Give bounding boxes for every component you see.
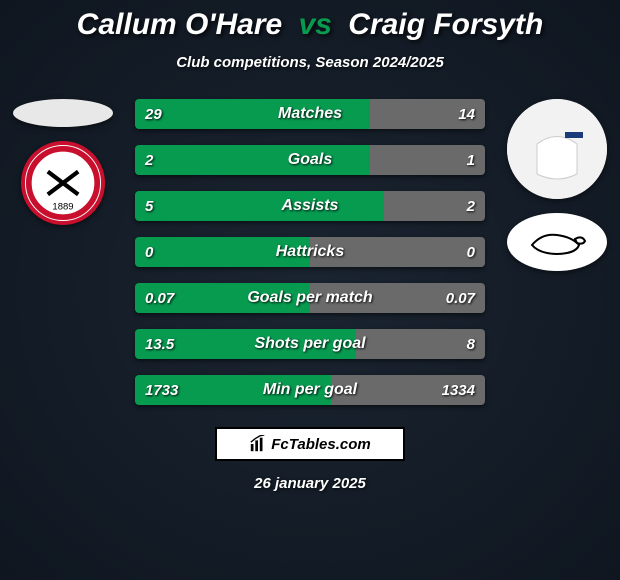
stat-left-value: 2 bbox=[145, 152, 153, 169]
stat-right-value: 14 bbox=[458, 106, 475, 123]
stat-left-value: 1733 bbox=[145, 382, 178, 399]
stats-list: 2914Matches21Goals52Assists00Hattricks0.… bbox=[135, 99, 485, 405]
sheffield-crest-icon: 1889 bbox=[25, 145, 101, 221]
stat-left-value: 13.5 bbox=[145, 336, 174, 353]
stat-left-value: 0.07 bbox=[145, 290, 174, 307]
left-side: 1889 bbox=[8, 99, 118, 225]
comparison-panel: 1889 2914Matches21Goals52Assists00Hattri… bbox=[0, 99, 620, 405]
stat-left-bar: 0.07 bbox=[135, 283, 310, 313]
stat-row: 13.58Shots per goal bbox=[135, 329, 485, 359]
branding-text: FcTables.com bbox=[271, 436, 370, 453]
stat-left-bar: 0 bbox=[135, 237, 310, 267]
subtitle: Club competitions, Season 2024/2025 bbox=[0, 54, 620, 71]
stat-right-bar: 0 bbox=[310, 237, 485, 267]
stat-row: 00Hattricks bbox=[135, 237, 485, 267]
stat-left-value: 0 bbox=[145, 244, 153, 261]
branding-badge: FcTables.com bbox=[215, 427, 405, 461]
page-title: Callum O'Hare vs Craig Forsyth bbox=[0, 0, 620, 42]
stat-right-value: 0.07 bbox=[446, 290, 475, 307]
stat-row: 0.070.07Goals per match bbox=[135, 283, 485, 313]
svg-text:1889: 1889 bbox=[52, 202, 73, 213]
team-left-logo: 1889 bbox=[21, 141, 105, 225]
stat-left-bar: 2 bbox=[135, 145, 370, 175]
stat-right-bar: 0.07 bbox=[310, 283, 485, 313]
stat-right-bar: 8 bbox=[356, 329, 486, 359]
stat-row: 17331334Min per goal bbox=[135, 375, 485, 405]
stat-right-value: 2 bbox=[467, 198, 475, 215]
stat-row: 2914Matches bbox=[135, 99, 485, 129]
stat-row: 21Goals bbox=[135, 145, 485, 175]
right-side bbox=[502, 99, 612, 271]
stat-right-value: 8 bbox=[467, 336, 475, 353]
stat-right-bar: 2 bbox=[384, 191, 486, 221]
stat-left-value: 5 bbox=[145, 198, 153, 215]
stat-left-bar: 29 bbox=[135, 99, 370, 129]
player2-avatar bbox=[507, 99, 607, 199]
stat-right-value: 1 bbox=[467, 152, 475, 169]
derby-ram-icon bbox=[507, 213, 607, 271]
stat-right-value: 1334 bbox=[442, 382, 475, 399]
stat-right-bar: 1334 bbox=[331, 375, 485, 405]
stat-left-bar: 13.5 bbox=[135, 329, 356, 359]
chart-icon bbox=[249, 435, 267, 453]
player2-name: Craig Forsyth bbox=[348, 8, 543, 41]
stat-right-bar: 14 bbox=[370, 99, 486, 129]
date-label: 26 january 2025 bbox=[0, 475, 620, 492]
vs-label: vs bbox=[299, 8, 332, 41]
stat-right-bar: 1 bbox=[370, 145, 486, 175]
stat-right-value: 0 bbox=[467, 244, 475, 261]
stat-left-bar: 5 bbox=[135, 191, 384, 221]
team-right-logo bbox=[507, 213, 607, 271]
player1-name: Callum O'Hare bbox=[77, 8, 283, 41]
stat-left-value: 29 bbox=[145, 106, 162, 123]
player1-avatar bbox=[13, 99, 113, 127]
stat-row: 52Assists bbox=[135, 191, 485, 221]
stat-left-bar: 1733 bbox=[135, 375, 331, 405]
